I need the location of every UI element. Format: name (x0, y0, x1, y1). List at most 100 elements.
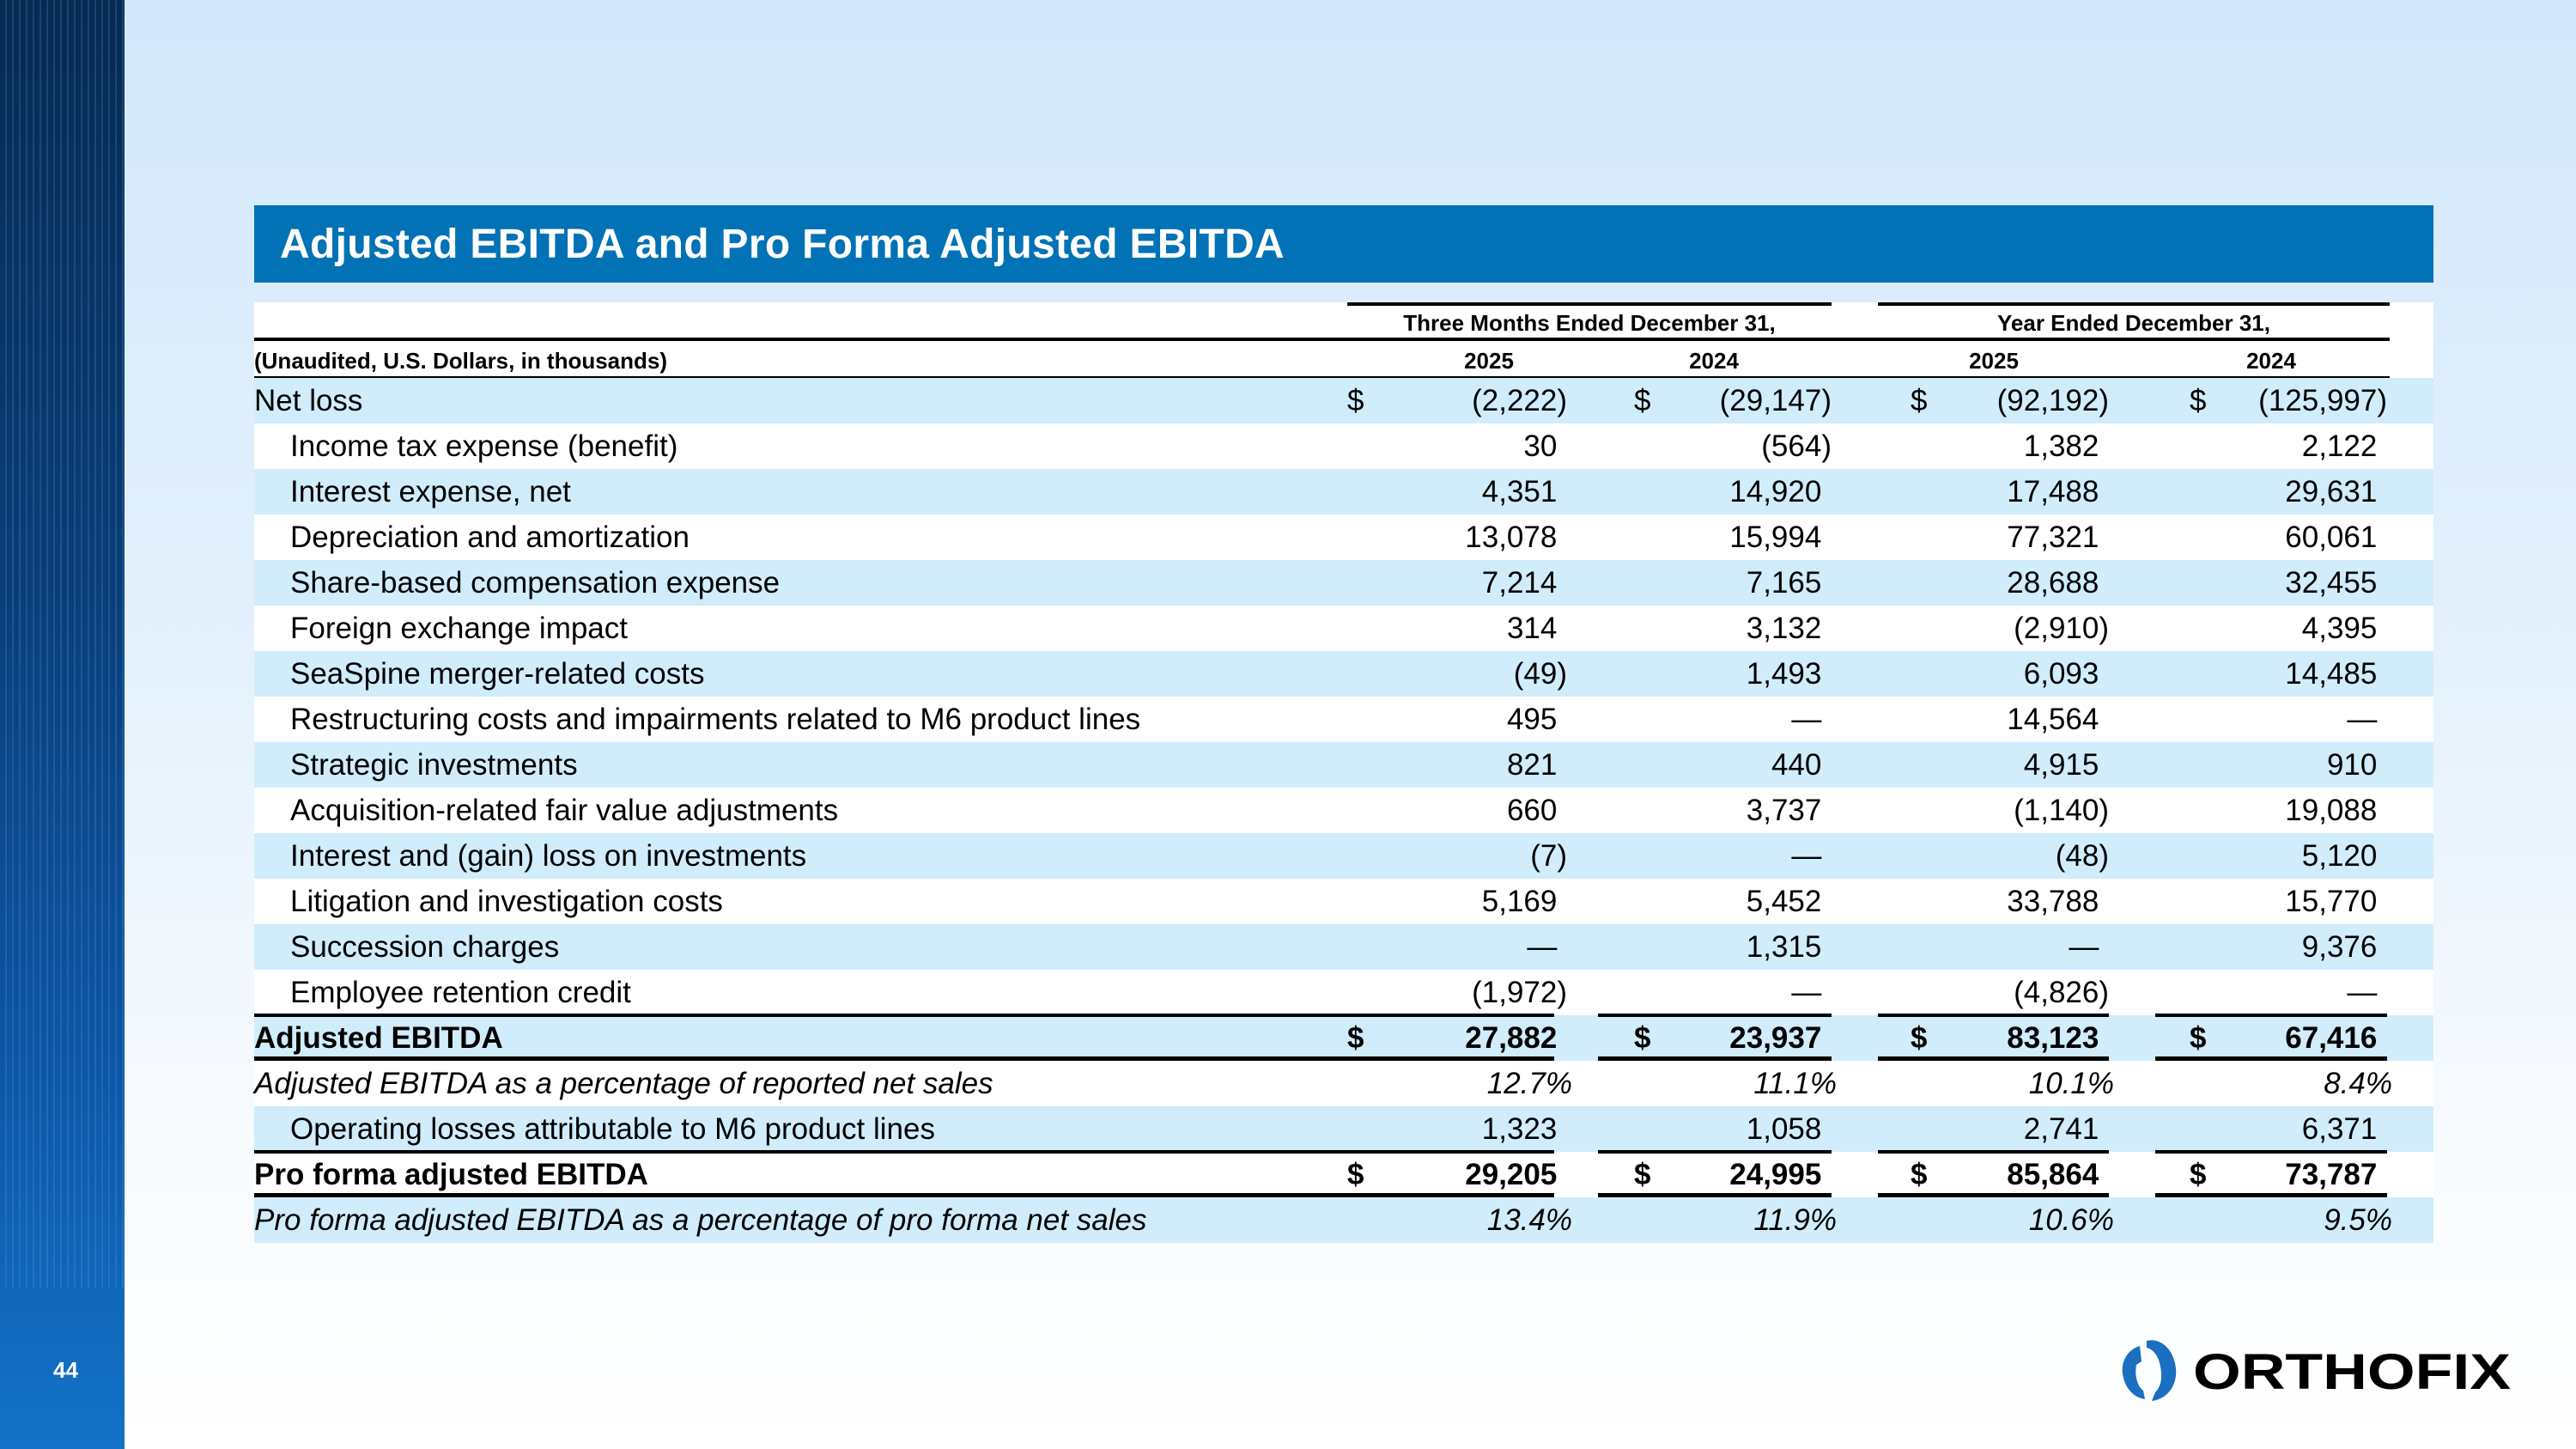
cell-value: 28,688) (2007, 560, 2109, 606)
cell-value-text: 4,351 (1481, 475, 1558, 508)
table-row: SeaSpine merger-related costs (49) 1,493) 6… (254, 651, 2433, 697)
cell-value-text: 12.7% (1486, 1067, 1572, 1100)
cell-value-text: 14,564 (2007, 703, 2099, 736)
row-label: Foreign exchange impact (290, 612, 628, 645)
header-row-groups: Three Months Ended December 31, Year End… (254, 302, 2433, 340)
cell-value: 495) (1507, 697, 1567, 742)
year-header: 2025 (1464, 348, 1514, 374)
cell-value: 660) (1507, 788, 1567, 833)
cell-value-text: (48) (2055, 839, 2109, 873)
currency-symbol: $ (1634, 1021, 1651, 1055)
cell-value: 314) (1507, 606, 1567, 651)
slide-title: Adjusted EBITDA and Pro Forma Adjusted E… (280, 222, 1285, 267)
row-label: Interest and (gain) loss on investments (290, 839, 807, 873)
cell-value-text: 29,205 (1465, 1158, 1558, 1191)
cell-value: 30) (1523, 423, 1567, 469)
table-row: Depreciation and amortization 13,078) 15,9… (254, 514, 2433, 560)
title-bar: Adjusted EBITDA and Pro Forma Adjusted E… (254, 205, 2433, 283)
cell-value: 821) (1507, 742, 1567, 788)
cell-value-text: 30 (1523, 429, 1558, 463)
cell-value-text: 1,493 (1746, 657, 1822, 691)
cell-value: 60,061) (2285, 514, 2387, 560)
cell-value: 9.5% (2324, 1197, 2392, 1243)
cell-value: 15,994) (1729, 514, 1832, 560)
cell-value: 33,788) (2007, 879, 2109, 924)
cell-value-text: 4,915 (2023, 748, 2099, 782)
cell-value-text: 5,169 (1481, 885, 1558, 918)
sidebar-decoration: 44 (0, 0, 125, 1449)
cell-value: 73,787) (2285, 1152, 2387, 1197)
cell-value: 11.1% (1753, 1061, 1837, 1106)
cell-value: (92,192) (1997, 378, 2109, 423)
cell-value: (48) (2056, 833, 2109, 879)
cell-value: 1,315) (1747, 924, 1832, 970)
cell-value: 27,882) (1465, 1015, 1567, 1061)
cell-value: 1,323) (1482, 1106, 1567, 1152)
cell-value-text: 7,214 (1481, 566, 1558, 600)
cell-value: —) (2069, 924, 2109, 970)
cell-value: 14,920) (1729, 469, 1832, 514)
cell-value: (2,910) (2014, 606, 2109, 651)
cell-value-text: 83,123 (2007, 1021, 2099, 1055)
cell-value: 77,321) (2007, 514, 2109, 560)
cell-value-text: 314 (1506, 612, 1558, 645)
stripe-pattern (0, 0, 125, 1288)
page-number: 44 (53, 1357, 78, 1383)
cell-value: 2,122) (2302, 423, 2387, 469)
cell-value: 67,416) (2285, 1015, 2387, 1061)
currency-symbol: $ (1347, 384, 1364, 417)
cell-value-text: 4,395 (2301, 612, 2378, 645)
table-row: Succession charges —) 1,315) —) 9,376) (254, 924, 2433, 970)
row-label: Share-based compensation expense (290, 566, 781, 600)
year-header: 2024 (2246, 348, 2296, 374)
cell-value-text: 29,631 (2285, 475, 2378, 508)
table-row: Adjusted EBITDA $27,882) $23,937) $83,123) $… (254, 1014, 2433, 1064)
row-label: Operating losses attributable to M6 prod… (290, 1112, 935, 1146)
cell-value: 910) (2327, 742, 2387, 788)
rule (1347, 302, 1832, 306)
row-label: Employee retention credit (290, 976, 631, 1009)
cell-value: 29,205) (1465, 1152, 1567, 1197)
cell-value-text: (29,147) (1719, 384, 1832, 417)
rule (1598, 1150, 1832, 1154)
cell-value-text: (564) (1761, 429, 1832, 463)
rule (254, 1014, 1554, 1017)
row-label: Adjusted EBITDA (254, 1021, 503, 1055)
cell-value-text: 17,488 (2007, 475, 2099, 508)
cell-value-text: 27,882 (1465, 1021, 1558, 1055)
cell-value: 4,351) (1482, 469, 1567, 514)
cell-value: 11.9% (1753, 1197, 1837, 1243)
cell-value: 10.1% (2029, 1061, 2114, 1106)
cell-value-text: (49) (1513, 657, 1567, 691)
table-row: Foreign exchange impact 314) 3,132) (2,910)… (254, 606, 2433, 651)
group-header-three-months: Three Months Ended December 31, (1403, 310, 1776, 336)
orthofix-logo: ORTHOFIX (2122, 1340, 2511, 1401)
table-row: Litigation and investigation costs 5,169)… (254, 879, 2433, 924)
cell-value-text: 14,920 (1729, 475, 1822, 508)
cell-value-text: 11.9% (1753, 1203, 1837, 1237)
cell-value: 29,631) (2285, 469, 2387, 514)
table-row: Pro forma adjusted EBITDA as a percentag… (254, 1197, 2433, 1243)
cell-value: —) (2347, 697, 2387, 742)
cell-value-text: 13.4% (1486, 1203, 1572, 1237)
table-row: Interest expense, net 4,351) 14,920) 17,488… (254, 469, 2433, 514)
cell-value-text: 67,416 (2285, 1021, 2378, 1055)
row-label: Adjusted EBITDA as a percentage of repor… (254, 1067, 993, 1100)
cell-value-text: 10.1% (2028, 1067, 2114, 1100)
rule (2155, 1150, 2387, 1154)
cell-value: 6,093) (2024, 651, 2109, 697)
cell-value-text: 1,315 (1746, 930, 1822, 964)
cell-value: 83,123) (2007, 1015, 2109, 1061)
row-label: Succession charges (290, 930, 560, 964)
cell-value: 3,132) (1747, 606, 1832, 651)
rule (1598, 1056, 1832, 1064)
table-row: Employee retention credit (1,972) —) (4,826… (254, 970, 2433, 1015)
currency-symbol: $ (2190, 384, 2207, 417)
cell-value: 4,915) (2024, 742, 2109, 788)
cell-value-text: — (2069, 930, 2099, 964)
cell-value-text: 5,120 (2301, 839, 2378, 873)
cell-value-text: 28,688 (2007, 566, 2099, 600)
cell-value-text: 9.5% (2324, 1203, 2392, 1237)
cell-value-text: 1,058 (1746, 1112, 1822, 1146)
ebitda-table: Three Months Ended December 31, Year End… (254, 302, 2433, 1243)
